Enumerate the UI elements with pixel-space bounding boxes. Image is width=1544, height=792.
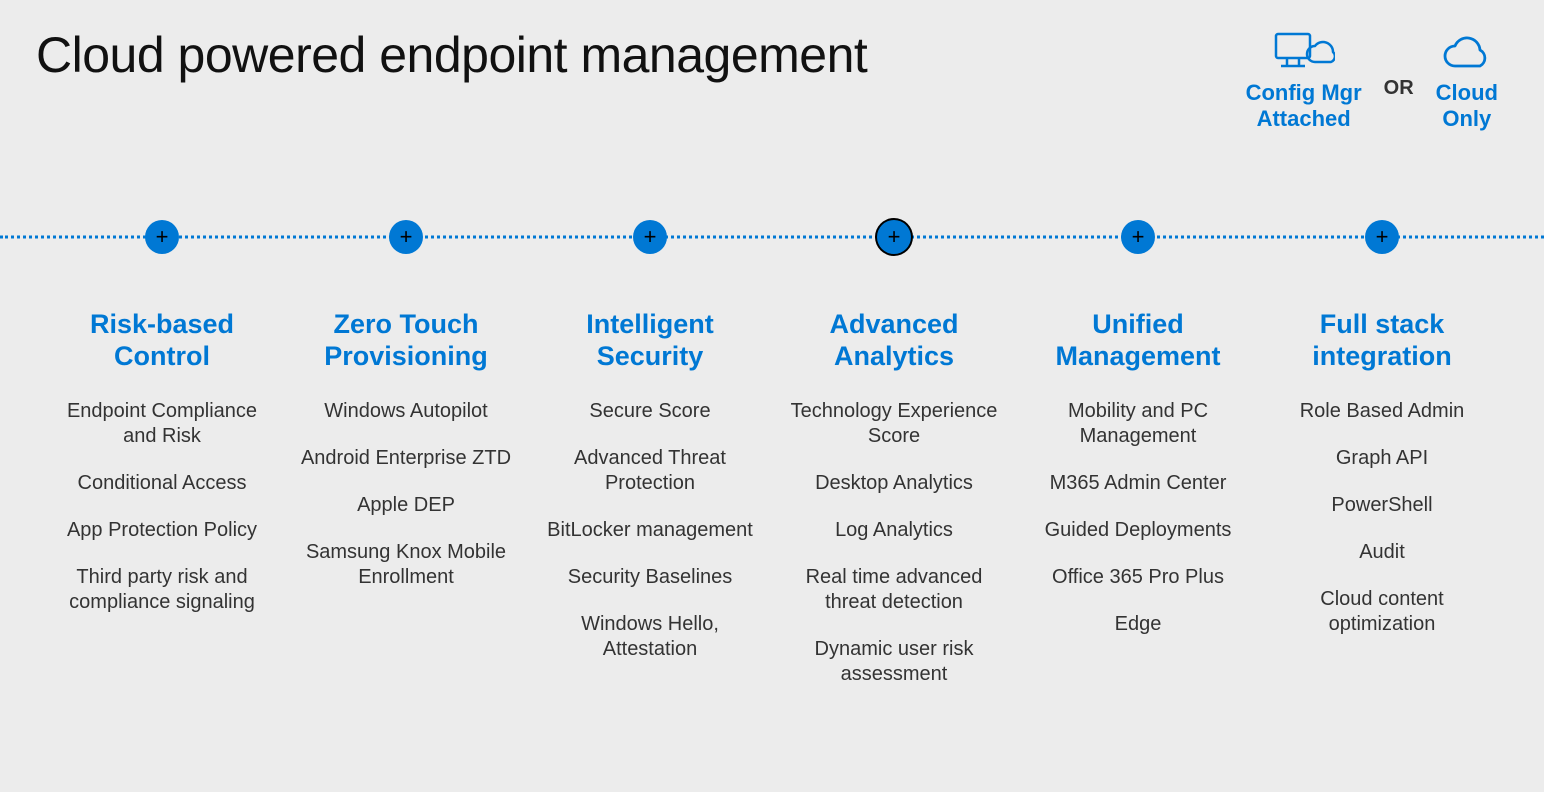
- timeline-node: +: [145, 220, 179, 254]
- column-items: Secure Score Advanced Threat Protection Bi…: [536, 399, 764, 662]
- column-items: Mobility and PC Management M365 Admin Cen…: [1024, 399, 1252, 637]
- column-title-line1: Advanced: [829, 309, 958, 339]
- column-item: Technology Experience Score: [780, 399, 1008, 449]
- plus-icon: +: [1376, 226, 1389, 248]
- column-title-line1: Zero Touch: [334, 309, 479, 339]
- feature-column: IntelligentSecurity Secure Score Advanced …: [536, 308, 764, 687]
- column-item: Real time advanced threat detection: [780, 565, 1008, 615]
- timeline: + + + + + +: [0, 220, 1544, 254]
- page-title: Cloud powered endpoint management: [36, 26, 867, 84]
- column-title-line1: Full stack: [1320, 309, 1445, 339]
- column-title: Zero TouchProvisioning: [292, 308, 520, 373]
- column-item: Guided Deployments: [1024, 518, 1252, 543]
- feature-column: Risk-basedControl Endpoint Compliance and…: [48, 308, 276, 687]
- column-item: Third party risk and compliance signalin…: [48, 565, 276, 615]
- column-item: M365 Admin Center: [1024, 471, 1252, 496]
- column-item: Edge: [1024, 612, 1252, 637]
- column-title-line2: Security: [597, 341, 704, 371]
- deployment-badges: Config Mgr Attached OR Cloud Only: [1246, 30, 1498, 133]
- feature-column: Zero TouchProvisioning Windows Autopilot A…: [292, 308, 520, 687]
- column-items: Windows Autopilot Android Enterprise ZTD A…: [292, 399, 520, 590]
- config-mgr-label: Config Mgr Attached: [1246, 80, 1362, 133]
- column-item: Apple DEP: [292, 493, 520, 518]
- column-title: Full stackintegration: [1268, 308, 1496, 373]
- timeline-node: +: [877, 220, 911, 254]
- column-item: Windows Autopilot: [292, 399, 520, 424]
- column-title-line2: Management: [1055, 341, 1220, 371]
- column-item: Advanced Threat Protection: [536, 446, 764, 496]
- column-title: UnifiedManagement: [1024, 308, 1252, 373]
- plus-icon: +: [888, 226, 901, 248]
- column-title-line2: Analytics: [834, 341, 954, 371]
- column-item: Dynamic user risk assessment: [780, 637, 1008, 687]
- timeline-node: +: [633, 220, 667, 254]
- column-title: Risk-basedControl: [48, 308, 276, 373]
- or-separator: OR: [1384, 77, 1414, 100]
- badge-label-line1: Cloud: [1436, 80, 1498, 105]
- column-title-line1: Risk-based: [90, 309, 234, 339]
- column-item: Role Based Admin: [1268, 399, 1496, 424]
- feature-columns: Risk-basedControl Endpoint Compliance and…: [0, 308, 1544, 687]
- column-item: Office 365 Pro Plus: [1024, 565, 1252, 590]
- timeline-nodes: + + + + + +: [0, 220, 1544, 254]
- feature-column: Full stackintegration Role Based Admin Gra…: [1268, 308, 1496, 687]
- cloud-icon: [1439, 30, 1495, 74]
- column-item: Windows Hello, Attestation: [536, 612, 764, 662]
- column-title-line1: Unified: [1092, 309, 1184, 339]
- column-title: IntelligentSecurity: [536, 308, 764, 373]
- column-item: App Protection Policy: [48, 518, 276, 543]
- column-items: Technology Experience Score Desktop Analy…: [780, 399, 1008, 687]
- column-title-line2: Provisioning: [324, 341, 488, 371]
- column-item: Conditional Access: [48, 471, 276, 496]
- column-title-line2: Control: [114, 341, 210, 371]
- column-item: Samsung Knox Mobile Enrollment: [292, 540, 520, 590]
- badge-label-line2: Attached: [1257, 106, 1351, 131]
- timeline-node: +: [1121, 220, 1155, 254]
- cloud-only-badge: Cloud Only: [1436, 30, 1498, 133]
- column-item: PowerShell: [1268, 493, 1496, 518]
- feature-column: UnifiedManagement Mobility and PC Managem…: [1024, 308, 1252, 687]
- column-item: Endpoint Compliance and Risk: [48, 399, 276, 449]
- column-item: BitLocker management: [536, 518, 764, 543]
- column-title-line1: Intelligent: [586, 309, 714, 339]
- badge-label-line1: Config Mgr: [1246, 80, 1362, 105]
- badge-label-line2: Only: [1442, 106, 1491, 131]
- column-item: Mobility and PC Management: [1024, 399, 1252, 449]
- config-mgr-badge: Config Mgr Attached: [1246, 30, 1362, 133]
- column-item: Graph API: [1268, 446, 1496, 471]
- column-title: AdvancedAnalytics: [780, 308, 1008, 373]
- column-item: Log Analytics: [780, 518, 1008, 543]
- column-item: Audit: [1268, 540, 1496, 565]
- feature-column: AdvancedAnalytics Technology Experience S…: [780, 308, 1008, 687]
- column-item: Security Baselines: [536, 565, 764, 590]
- timeline-node: +: [389, 220, 423, 254]
- column-item: Cloud content optimization: [1268, 587, 1496, 637]
- column-items: Endpoint Compliance and Risk Conditional …: [48, 399, 276, 615]
- timeline-node: +: [1365, 220, 1399, 254]
- column-items: Role Based Admin Graph API PowerShell Audit…: [1268, 399, 1496, 637]
- cloud-only-label: Cloud Only: [1436, 80, 1498, 133]
- column-item: Desktop Analytics: [780, 471, 1008, 496]
- column-item: Android Enterprise ZTD: [292, 446, 520, 471]
- plus-icon: +: [1132, 226, 1145, 248]
- plus-icon: +: [644, 226, 657, 248]
- monitor-cloud-icon: [1273, 30, 1335, 74]
- header: Cloud powered endpoint management Config…: [36, 26, 1508, 133]
- column-item: Secure Score: [536, 399, 764, 424]
- plus-icon: +: [400, 226, 413, 248]
- plus-icon: +: [156, 226, 169, 248]
- column-title-line2: integration: [1312, 341, 1452, 371]
